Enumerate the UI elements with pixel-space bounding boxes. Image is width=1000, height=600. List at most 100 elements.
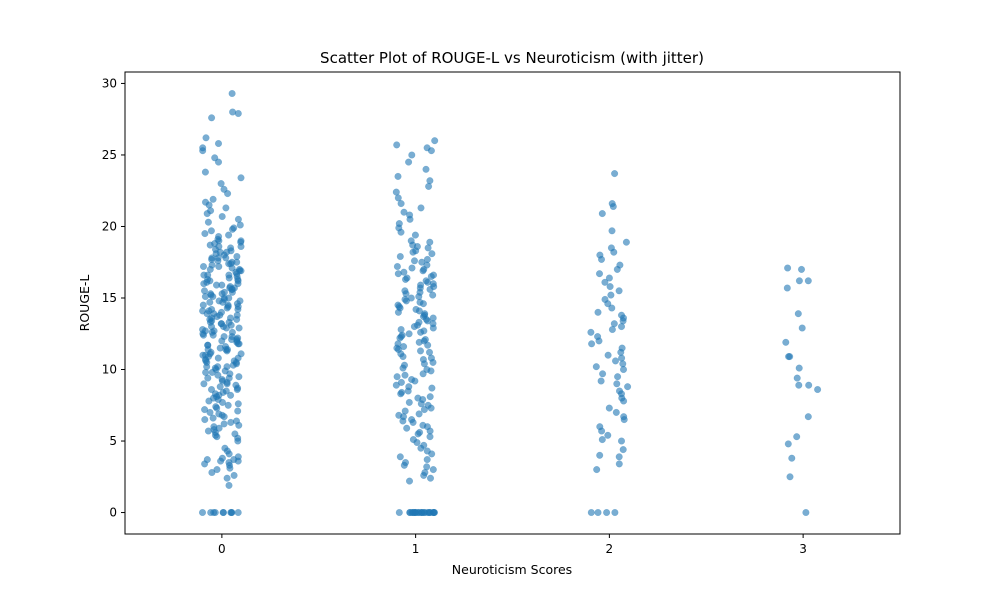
data-point (429, 314, 437, 322)
y-tick-label: 5 (109, 434, 117, 448)
data-point (423, 365, 431, 374)
data-point (607, 291, 615, 299)
data-point (211, 154, 219, 162)
data-point (234, 508, 242, 517)
data-point (212, 403, 220, 411)
data-point (409, 248, 417, 256)
data-point (206, 298, 214, 306)
data-point (616, 261, 624, 269)
data-point (614, 373, 622, 381)
data-point (411, 377, 419, 385)
data-point (607, 244, 615, 252)
x-tick-label: 3 (799, 542, 807, 556)
y-axis: 0 5 10 15 20 25 30 (102, 76, 125, 520)
data-point (420, 360, 428, 368)
data-point (420, 337, 428, 345)
data-point (225, 260, 233, 268)
data-point (393, 373, 401, 381)
data-point (595, 270, 604, 278)
data-point (207, 290, 215, 298)
data-point (611, 170, 619, 178)
data-point (419, 370, 427, 378)
data-point (594, 508, 602, 517)
data-point (234, 453, 242, 461)
data-point (420, 311, 429, 319)
y-tick-label: 30 (102, 76, 117, 90)
data-point (230, 224, 238, 232)
data-point (793, 374, 801, 382)
data-point (235, 340, 243, 348)
data-point (206, 350, 214, 358)
data-point (397, 325, 405, 334)
data-point (225, 481, 233, 489)
data-point (408, 151, 416, 159)
data-point (617, 437, 626, 445)
data-point (234, 215, 242, 223)
data-point (211, 508, 219, 517)
data-point (423, 447, 431, 455)
data-point (235, 324, 243, 332)
data-point (426, 474, 435, 482)
data-point (596, 423, 604, 431)
data-point (224, 401, 232, 409)
data-point (234, 354, 242, 362)
data-point (396, 334, 404, 342)
data-point (400, 343, 408, 351)
data-point (401, 287, 409, 295)
data-point (236, 267, 244, 275)
data-point (224, 301, 232, 309)
data-point (237, 242, 245, 251)
data-point (430, 508, 438, 517)
data-point (601, 278, 609, 286)
data-point (400, 208, 408, 216)
data-point (619, 360, 627, 368)
data-point (420, 441, 428, 449)
data-point (598, 210, 606, 218)
data-point (804, 413, 812, 421)
data-point (216, 383, 224, 391)
data-point (429, 271, 438, 279)
data-point (215, 232, 223, 241)
data-point (202, 357, 210, 365)
y-tick-label: 10 (102, 363, 117, 377)
data-point (403, 424, 411, 432)
data-point (223, 474, 231, 482)
data-point (405, 398, 413, 406)
data-point (400, 268, 408, 276)
data-point (401, 407, 409, 415)
data-point (237, 174, 245, 182)
data-point (418, 258, 426, 266)
data-point (611, 508, 619, 517)
data-point (406, 211, 414, 219)
data-point (397, 378, 405, 386)
data-point (402, 297, 410, 305)
data-point (212, 281, 221, 289)
data-point (199, 351, 207, 359)
data-point (208, 114, 216, 122)
data-point (233, 385, 241, 394)
data-point (229, 108, 237, 116)
data-point (618, 344, 626, 352)
data-point (206, 265, 214, 273)
data-point (398, 388, 406, 396)
data-point (417, 281, 425, 289)
data-point (204, 271, 212, 279)
data-point (208, 468, 216, 477)
data-point (596, 251, 604, 259)
data-point (405, 158, 413, 166)
data-point (606, 283, 614, 291)
data-point (420, 265, 428, 273)
data-point (416, 347, 425, 355)
data-point (211, 390, 219, 398)
data-point (793, 433, 801, 441)
data-point (423, 456, 431, 464)
data-point (619, 446, 627, 454)
data-point (410, 257, 419, 265)
data-point (200, 287, 209, 295)
data-point (401, 371, 409, 379)
data-point (594, 333, 602, 341)
data-point (210, 327, 218, 335)
data-point (608, 227, 616, 235)
data-point (416, 288, 424, 296)
data-point (407, 237, 415, 245)
